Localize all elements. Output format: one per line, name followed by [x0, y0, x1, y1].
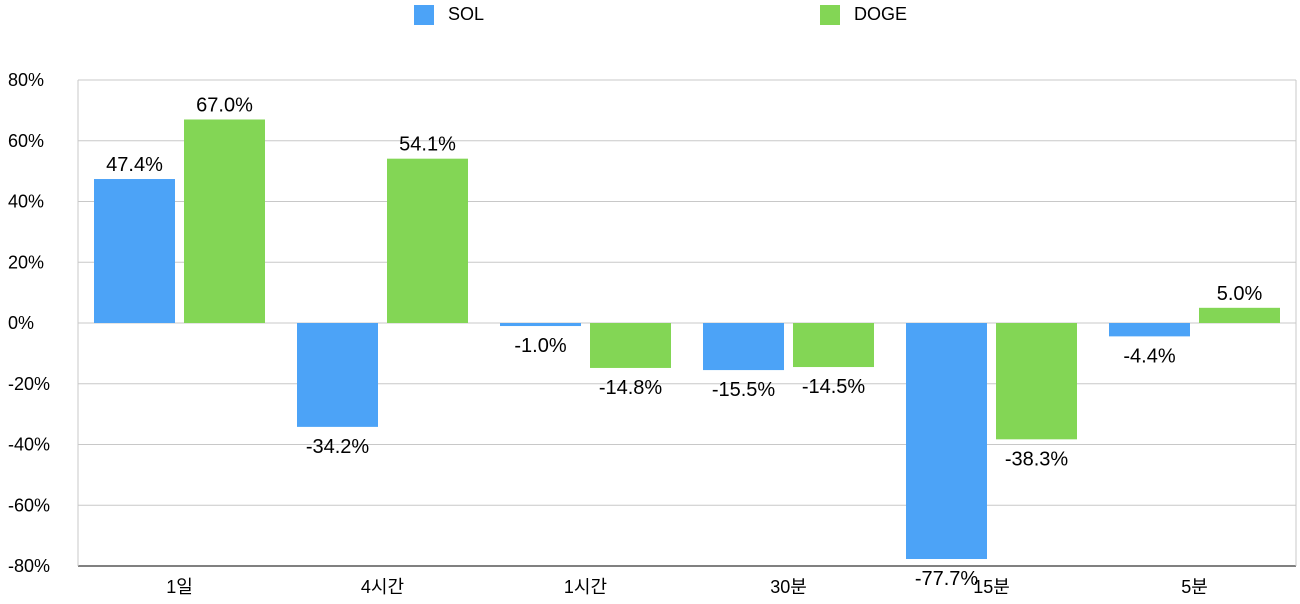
bar-doge-2	[590, 323, 671, 368]
legend-label-doge: DOGE	[854, 4, 908, 24]
data-label: -1.0%	[514, 335, 566, 357]
data-label: -4.4%	[1123, 345, 1175, 367]
data-label: -38.3%	[1005, 448, 1069, 470]
data-label: 47.4%	[106, 154, 163, 176]
bar-doge-5	[1199, 307, 1280, 323]
x-tick-label: 1일	[166, 577, 193, 597]
y-tick-label: -20%	[8, 374, 50, 394]
x-tick-label: 4시간	[361, 577, 404, 597]
bar-sol-2	[500, 323, 581, 327]
y-tick-label: 60%	[8, 131, 44, 151]
data-label: 5.0%	[1217, 283, 1263, 305]
data-label: -14.5%	[802, 376, 866, 398]
y-tick-label: 0%	[8, 313, 34, 333]
data-label: 67.0%	[196, 94, 253, 116]
data-label: -14.8%	[599, 377, 663, 399]
x-tick-label: 15분	[973, 577, 1010, 597]
data-label: -34.2%	[306, 436, 370, 458]
bar-sol-3	[703, 323, 784, 371]
bar-doge-4	[996, 323, 1077, 440]
x-tick-label: 1시간	[564, 577, 607, 597]
y-tick-label: 20%	[8, 252, 44, 272]
y-tick-label: 40%	[8, 192, 44, 212]
bar-sol-1	[297, 323, 378, 427]
legend: SOL DOGE	[0, 4, 1300, 26]
bar-sol-0	[94, 179, 175, 323]
legend-swatch-sol	[414, 4, 434, 25]
x-tick-label: 30분	[770, 577, 807, 597]
data-label: 54.1%	[399, 134, 456, 156]
y-tick-label: 80%	[8, 70, 44, 90]
data-label: -77.7%	[915, 568, 979, 590]
bar-doge-1	[387, 158, 468, 323]
data-label: -15.5%	[712, 379, 776, 401]
legend-swatch-doge	[820, 4, 840, 25]
bar-sol-5	[1109, 323, 1190, 337]
bar-doge-0	[184, 119, 265, 323]
x-tick-label: 5분	[1181, 577, 1208, 597]
legend-item-sol[interactable]: SOL	[414, 4, 484, 25]
legend-item-doge[interactable]: DOGE	[820, 4, 907, 25]
legend-label-sol: SOL	[448, 4, 485, 24]
y-tick-label: -80%	[8, 556, 50, 576]
y-tick-label: -60%	[8, 495, 50, 515]
bar-sol-4	[906, 323, 987, 560]
bar-doge-3	[793, 323, 874, 368]
y-tick-label: -40%	[8, 435, 50, 455]
